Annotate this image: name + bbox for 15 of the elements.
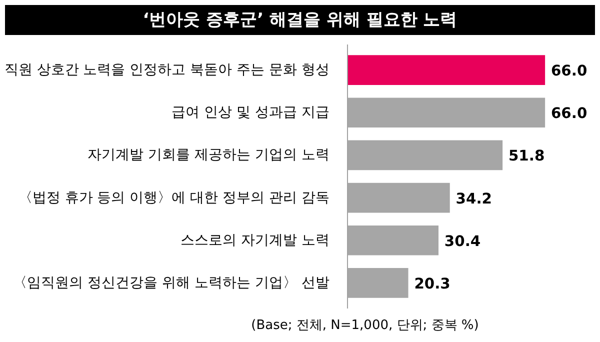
data-label: 34.2 xyxy=(456,190,492,208)
y-tick-label: 직원 상호간 노력을 인정하고 북돋아 주는 문화 형성 xyxy=(4,62,330,78)
data-label: 66.0 xyxy=(550,105,588,122)
y-tick-label: 〈임직원의 정신건강을 위해 노력하는 기업〉 선발 xyxy=(13,274,330,291)
chart-title: ‘번아웃 증후군’ 해결을 위해 필요한 노력 xyxy=(142,9,458,32)
data-label: 20.3 xyxy=(414,275,450,292)
data-label: 51.8 xyxy=(508,148,545,165)
bar xyxy=(348,55,546,85)
data-label: 30.4 xyxy=(444,232,481,250)
y-tick-label: 급여 인상 및 성과급 지급 xyxy=(172,104,330,121)
y-tick-label: 자기계발 기회를 제공하는 기업의 노력 xyxy=(88,147,330,164)
data-label: 66.0 xyxy=(550,62,588,80)
y-tick-label: 〈법정 휴가 등의 이행〉에 대한 정부의 관리 감독 xyxy=(18,190,330,206)
y-tick-label: 스스로의 자기계발 노력 xyxy=(180,232,330,248)
text: (Base; 전체, N=1,000, 단위; 중복 %) xyxy=(251,317,479,335)
